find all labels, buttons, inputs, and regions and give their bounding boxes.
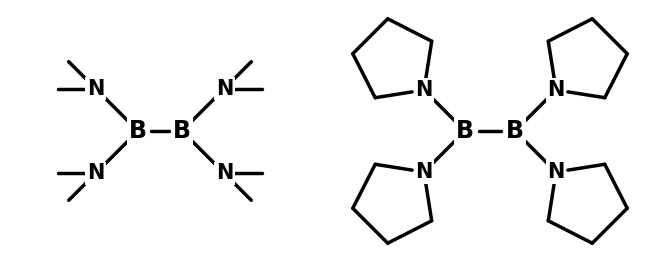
Text: N: N	[215, 163, 233, 183]
Text: B: B	[173, 119, 191, 143]
Text: B: B	[129, 119, 147, 143]
Text: N: N	[87, 79, 104, 99]
Text: N: N	[548, 162, 565, 182]
Text: N: N	[415, 80, 433, 100]
Text: B: B	[506, 119, 524, 143]
Text: N: N	[548, 80, 565, 100]
Text: B: B	[456, 119, 474, 143]
Text: N: N	[215, 79, 233, 99]
Text: N: N	[87, 163, 104, 183]
Text: N: N	[415, 162, 433, 182]
